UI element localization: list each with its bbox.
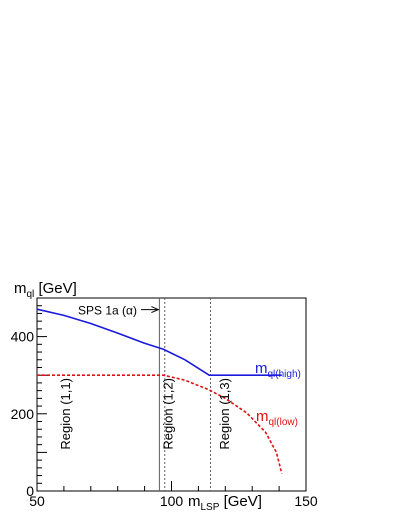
y-tick-label: 200 bbox=[11, 406, 35, 422]
series-line-high bbox=[36, 308, 282, 377]
y-tick-label: 400 bbox=[11, 329, 35, 345]
region-label: Region (1,3) bbox=[217, 378, 232, 450]
x-tick-label: 150 bbox=[294, 493, 318, 509]
x-tick-label: 50 bbox=[29, 493, 45, 509]
y-tick-label: 0 bbox=[26, 483, 34, 499]
x-axis-label: mLSP [GeV] bbox=[188, 493, 262, 513]
sps-annotation: SPS 1a (α) bbox=[78, 304, 137, 318]
plot-area bbox=[36, 297, 307, 492]
series-label: mql(low) bbox=[256, 408, 298, 428]
x-tick-label: 100 bbox=[160, 493, 184, 509]
chart-marks bbox=[36, 298, 283, 491]
y-axis-label: mql [GeV] bbox=[14, 280, 77, 300]
chart-labels: 0 200 400 50 100 150 mql(high) mql(low) Region (… bbox=[11, 280, 318, 513]
series-label: mql(high) bbox=[255, 360, 301, 380]
annotation-arrow-head bbox=[151, 306, 160, 314]
region-label: Region (1,2) bbox=[160, 378, 175, 450]
region-label: Region (1,1) bbox=[58, 378, 73, 450]
